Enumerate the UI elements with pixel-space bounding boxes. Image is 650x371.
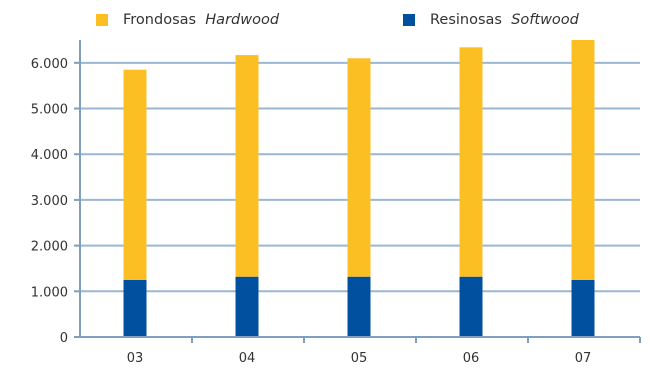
bar-hardwood: [123, 69, 147, 280]
y-tick-label: 6.000: [31, 57, 68, 72]
x-tick-label: 07: [575, 351, 592, 366]
y-tick-label: 4.000: [31, 148, 68, 163]
legend-label-softwood-main: Resinosas: [430, 12, 502, 28]
bar-softwood: [123, 279, 147, 337]
legend-label-hardwood-alt: Hardwood: [205, 12, 280, 28]
x-tick-label: 03: [127, 351, 144, 366]
legend-label-hardwood: Frondosas Hardwood: [123, 12, 279, 28]
bar-softwood: [235, 276, 259, 337]
x-tick-label: 04: [239, 351, 256, 366]
legend-item-hardwood: Frondosas Hardwood: [96, 6, 279, 34]
legend-label-softwood-alt: Softwood: [511, 12, 579, 28]
bar-hardwood: [459, 47, 483, 277]
legend-label-softwood: Resinosas Softwood: [430, 12, 579, 28]
bar-hardwood: [571, 40, 595, 280]
y-tick-label: 0: [60, 331, 68, 346]
bar-softwood: [459, 276, 483, 337]
y-tick-label: 5.000: [31, 103, 68, 118]
chart-legend: Frondosas Hardwood Resinosas Softwood: [0, 6, 650, 34]
x-tick-label: 05: [351, 351, 368, 366]
legend-swatch-hardwood: [96, 14, 108, 26]
bar-softwood: [347, 276, 371, 337]
y-tick-label: 2.000: [31, 240, 68, 255]
x-tick-label: 06: [463, 351, 480, 366]
bar-hardwood: [347, 58, 371, 277]
y-tick-label: 3.000: [31, 194, 68, 209]
bar-softwood: [571, 279, 595, 337]
legend-swatch-softwood: [403, 14, 415, 26]
legend-item-softwood: Resinosas Softwood: [403, 6, 579, 34]
legend-label-hardwood-main: Frondosas: [123, 12, 197, 28]
bar-hardwood: [235, 55, 259, 277]
y-tick-label: 1.000: [31, 285, 68, 300]
